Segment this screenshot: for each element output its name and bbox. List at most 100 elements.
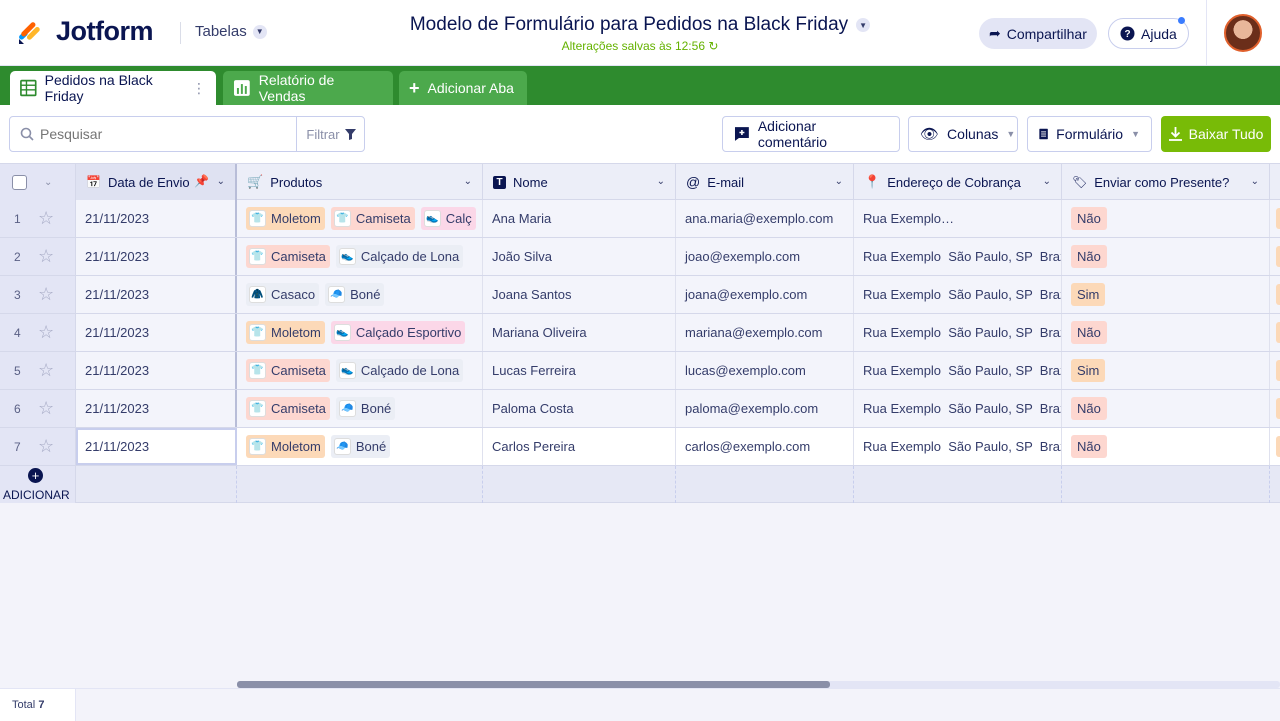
product-chip[interactable]: 👕 Camiseta bbox=[246, 245, 330, 268]
cell-products[interactable]: 👕 Moletom 👟 Calçado Esportivo bbox=[237, 314, 483, 351]
product-chip[interactable]: 👕 Camiseta bbox=[246, 359, 330, 382]
cell-gift[interactable]: Não bbox=[1062, 200, 1270, 237]
cell-name[interactable]: Lucas Ferreira bbox=[483, 352, 676, 389]
column-header-gift[interactable]: 🏷 Enviar como Presente? ⌄ bbox=[1062, 164, 1270, 200]
tables-menu[interactable]: Tabelas ▼ bbox=[195, 23, 267, 40]
cell-name[interactable]: Ana Maria bbox=[483, 200, 676, 237]
cell-gift[interactable]: Sim bbox=[1062, 276, 1270, 313]
cell-products[interactable]: 👕 Moletom 🧢 Boné bbox=[237, 428, 483, 465]
cell-name[interactable]: Mariana Oliveira bbox=[483, 314, 676, 351]
column-header-name[interactable]: T Nome ⌄ bbox=[483, 164, 676, 200]
cell-date[interactable]: 21/11/2023 bbox=[76, 352, 237, 389]
cell-address[interactable]: Rua Exemplo São Paulo, SP Brazil bbox=[854, 314, 1062, 351]
cell-gift[interactable]: Não bbox=[1062, 428, 1270, 465]
product-chip[interactable]: 👟 Calç bbox=[420, 207, 476, 230]
product-chip[interactable]: 🧥 Casaco bbox=[246, 283, 320, 306]
column-header-date[interactable]: 📅 Data de Envio 📌 ⌄ bbox=[76, 164, 237, 200]
pin-icon[interactable]: 📌 bbox=[194, 174, 209, 188]
table-row[interactable]: 1 ☆ 21/11/2023 👕 Moletom 👕 Camiseta 👟 Calç Ana Ma… bbox=[0, 200, 1280, 238]
chevron-down-icon[interactable]: ▼ bbox=[856, 18, 871, 32]
add-tab-button[interactable]: + Adicionar Aba bbox=[399, 71, 527, 105]
cell-products[interactable]: 👕 Camiseta 👟 Calçado de Lona bbox=[237, 352, 483, 389]
chevron-down-icon[interactable]: ⌄ bbox=[656, 176, 665, 187]
cell-email[interactable]: lucas@exemplo.com bbox=[676, 352, 854, 389]
row-header[interactable]: 4 ☆ bbox=[0, 314, 76, 351]
star-icon[interactable]: ☆ bbox=[38, 284, 55, 304]
cell-date[interactable]: 21/11/2023 bbox=[76, 200, 237, 237]
form-button[interactable]: Formulário ▼ bbox=[1027, 116, 1152, 152]
select-all-checkbox[interactable] bbox=[12, 174, 27, 190]
cell-products[interactable]: 👕 Camiseta 👟 Calçado de Lona bbox=[237, 238, 483, 275]
cell-date[interactable]: 21/11/2023 bbox=[76, 238, 237, 275]
cell-address[interactable]: Rua Exemplo… bbox=[854, 200, 1062, 237]
download-all-button[interactable]: Baixar Tudo bbox=[1161, 116, 1271, 152]
cell-gift[interactable]: Não bbox=[1062, 238, 1270, 275]
star-icon[interactable]: ☆ bbox=[38, 436, 55, 456]
cell-products[interactable]: 👕 Camiseta 🧢 Boné bbox=[237, 390, 483, 427]
chevron-down-icon[interactable]: ⌄ bbox=[44, 176, 53, 188]
column-header-address[interactable]: 📍 Endereço de Cobrança ⌄ bbox=[854, 164, 1062, 200]
cell-name[interactable]: João Silva bbox=[483, 238, 676, 275]
cell-gift[interactable]: Não bbox=[1062, 314, 1270, 351]
cell-date[interactable]: 21/11/2023 bbox=[76, 276, 237, 313]
jotform-logo[interactable]: Jotform bbox=[16, 16, 154, 47]
table-row[interactable]: 5 ☆ 21/11/2023 👕 Camiseta 👟 Calçado de Lona Luc… bbox=[0, 352, 1280, 390]
search-input[interactable] bbox=[40, 123, 290, 145]
tab-relatorio[interactable]: Relatório de Vendas bbox=[223, 71, 393, 105]
chevron-down-icon[interactable]: ⌄ bbox=[463, 176, 472, 187]
product-chip[interactable]: 👕 Camiseta bbox=[246, 397, 330, 420]
cell-address[interactable]: Rua Exemplo São Paulo, SP Brazil bbox=[854, 390, 1062, 427]
star-icon[interactable]: ☆ bbox=[38, 208, 55, 228]
product-chip[interactable]: 👟 Calçado de Lona bbox=[335, 245, 464, 268]
star-icon[interactable]: ☆ bbox=[38, 360, 55, 380]
columns-button[interactable]: 👁 Colunas ▼ bbox=[908, 116, 1018, 152]
cell-address[interactable]: Rua Exemplo São Paulo, SP Brazil bbox=[854, 352, 1062, 389]
help-button[interactable]: ? Ajuda bbox=[1108, 17, 1189, 49]
cell-date[interactable]: 21/11/2023 bbox=[76, 428, 237, 465]
star-icon[interactable]: ☆ bbox=[38, 246, 55, 266]
table-row[interactable]: 7 ☆ 21/11/2023 👕 Moletom 🧢 Boné Carlos Pereira c… bbox=[0, 428, 1280, 466]
product-chip[interactable]: 👕 Camiseta bbox=[330, 207, 415, 230]
table-row[interactable]: 6 ☆ 21/11/2023 👕 Camiseta 🧢 Boné Paloma Costa pa… bbox=[0, 390, 1280, 428]
cell-email[interactable]: carlos@exemplo.com bbox=[676, 428, 854, 465]
scrollbar-thumb[interactable] bbox=[237, 681, 830, 688]
avatar[interactable] bbox=[1224, 14, 1262, 52]
cell-email[interactable]: joana@exemplo.com bbox=[676, 276, 854, 313]
horizontal-scrollbar[interactable] bbox=[237, 681, 1280, 688]
tab-pedidos[interactable]: Pedidos na Black Friday ⋮ bbox=[10, 71, 216, 105]
row-header[interactable]: 3 ☆ bbox=[0, 276, 76, 313]
star-icon[interactable]: ☆ bbox=[38, 322, 55, 342]
add-row-button[interactable]: + ADICIONAR bbox=[0, 466, 76, 503]
cell-email[interactable]: mariana@exemplo.com bbox=[676, 314, 854, 351]
share-button[interactable]: ➦ Compartilhar bbox=[979, 18, 1097, 49]
table-row[interactable]: 2 ☆ 21/11/2023 👕 Camiseta 👟 Calçado de Lona Joã… bbox=[0, 238, 1280, 276]
row-header[interactable]: 7 ☆ bbox=[0, 428, 76, 465]
row-header[interactable]: 1 ☆ bbox=[0, 200, 76, 237]
row-header[interactable]: 6 ☆ bbox=[0, 390, 76, 427]
chevron-down-icon[interactable]: ⌄ bbox=[1250, 176, 1259, 187]
product-chip[interactable]: 👕 Moletom bbox=[246, 321, 325, 344]
product-chip[interactable]: 🧢 Boné bbox=[335, 397, 396, 420]
form-title[interactable]: Modelo de Formulário para Pedidos na Bla… bbox=[410, 14, 871, 36]
product-chip[interactable]: 👕 Moletom bbox=[246, 435, 325, 458]
cell-name[interactable]: Carlos Pereira bbox=[483, 428, 676, 465]
row-header[interactable]: 2 ☆ bbox=[0, 238, 76, 275]
cell-products[interactable]: 👕 Moletom 👕 Camiseta 👟 Calç bbox=[237, 200, 483, 237]
chevron-down-icon[interactable]: ⌄ bbox=[1042, 176, 1051, 187]
column-header-products[interactable]: 🛒 Produtos ⌄ bbox=[237, 164, 483, 200]
row-header[interactable]: 5 ☆ bbox=[0, 352, 76, 389]
more-vertical-icon[interactable]: ⋮ bbox=[192, 79, 206, 96]
cell-email[interactable]: joao@exemplo.com bbox=[676, 238, 854, 275]
column-header-email[interactable]: @ E-mail ⌄ bbox=[676, 164, 854, 200]
cell-address[interactable]: Rua Exemplo São Paulo, SP Brazil bbox=[854, 238, 1062, 275]
product-chip[interactable]: 👕 Moletom bbox=[246, 207, 325, 230]
cell-address[interactable]: Rua Exemplo São Paulo, SP Brazil bbox=[854, 276, 1062, 313]
cell-email[interactable]: ana.maria@exemplo.com bbox=[676, 200, 854, 237]
cell-date[interactable]: 21/11/2023 bbox=[76, 390, 237, 427]
product-chip[interactable]: 👟 Calçado de Lona bbox=[335, 359, 464, 382]
product-chip[interactable]: 🧢 Boné bbox=[330, 435, 391, 458]
product-chip[interactable]: 🧢 Boné bbox=[325, 283, 385, 306]
add-comment-button[interactable]: Adicionar comentário bbox=[722, 116, 900, 152]
cell-name[interactable]: Paloma Costa bbox=[483, 390, 676, 427]
chevron-down-icon[interactable]: ⌄ bbox=[216, 176, 225, 187]
